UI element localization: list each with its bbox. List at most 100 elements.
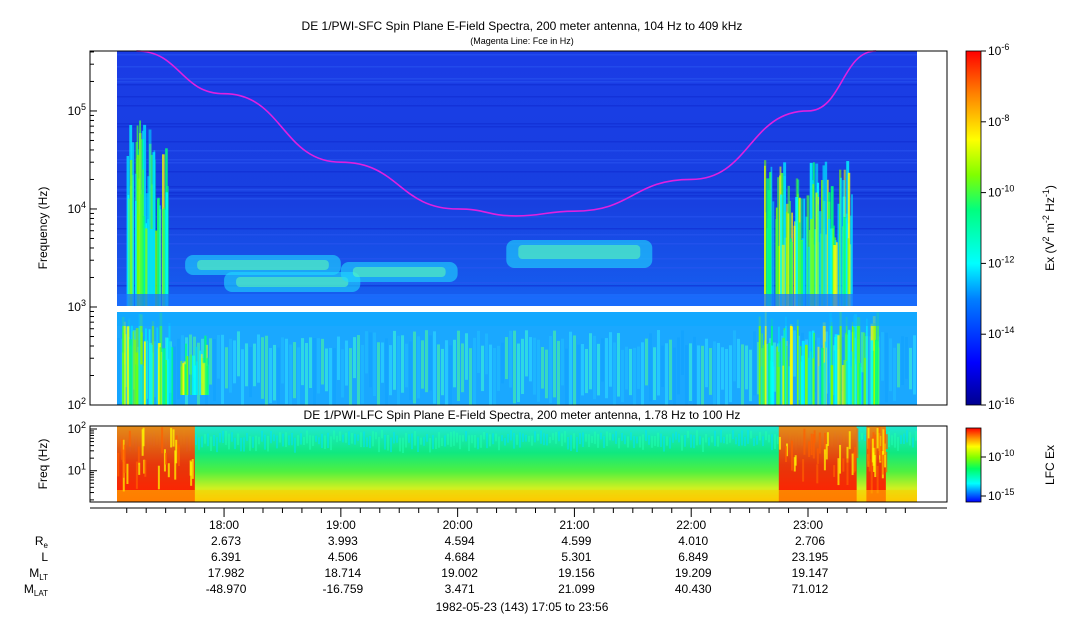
lfc-column [216, 437, 218, 453]
ephemeris-table: Re 2.673 3.993 4.594 4.599 4.010 2.706 L 6.391 4.… [24, 534, 829, 598]
sfc-y-tick-label: 104 [68, 200, 86, 216]
sfc-lower-column [913, 335, 916, 395]
lfc-colorbar-tick-label: 10-10 [988, 448, 1014, 464]
lfc-column [699, 436, 701, 445]
sfc-lower-burst-right [801, 340, 805, 405]
lfc-colorbar-scale [965, 427, 982, 503]
lfc-column [495, 433, 497, 442]
lfc-intense-streak [812, 434, 815, 459]
sfc-lower-column [317, 338, 320, 394]
lfc-intense-streak [137, 446, 140, 465]
ephemeris-value: -16.759 [322, 582, 363, 596]
sfc-lower-column [553, 330, 556, 398]
sfc-lower-column [505, 337, 508, 380]
sfc-upper-burst-right [787, 213, 790, 306]
lfc-column [456, 432, 458, 443]
lfc-column [543, 433, 545, 446]
ephemeris-value: -48.970 [206, 582, 247, 596]
sfc-lower-burst-right [779, 341, 782, 405]
lfc-column [777, 436, 779, 445]
lfc-column [327, 432, 329, 449]
sfc-colorbar-scale [965, 50, 982, 406]
ephemeris-value: 18.714 [324, 566, 361, 580]
sfc-lower-burst-right [818, 366, 821, 405]
lfc-column [774, 434, 776, 450]
lfc-column [441, 437, 443, 447]
sfc-lower-burst-right [830, 322, 833, 405]
lfc-column [426, 434, 428, 442]
lfc-y-axis: 102 101 [68, 420, 97, 501]
lfc-column [231, 432, 233, 442]
sfc-lower-column [429, 335, 432, 391]
lfc-column [762, 436, 764, 447]
sfc-lower-column [589, 333, 592, 390]
lfc-column [549, 436, 551, 444]
ephemeris-value: 4.594 [445, 534, 475, 548]
lfc-column [672, 433, 674, 443]
sfc-lower-column [285, 338, 288, 404]
sfc-lower-burst-left [162, 348, 166, 405]
lfc-column [678, 433, 680, 443]
sfc-lower-burst-right [843, 360, 846, 405]
sfc-lower-burst-mid [200, 354, 203, 395]
lfc-intense-streak [879, 446, 882, 462]
sfc-spectrogram-lower [117, 312, 917, 405]
sfc-lower-column [445, 340, 448, 405]
sfc-lower-burst-left [150, 344, 153, 405]
sfc-lower-burst-right [813, 332, 815, 405]
lfc-column [546, 434, 548, 446]
sfc-lower-column [545, 349, 548, 399]
sfc-lower-column [229, 338, 232, 393]
lfc-column [384, 434, 386, 450]
sfc-y-axis: 102 103 104 105 [68, 51, 97, 412]
sfc-lower-column [613, 342, 616, 405]
lfc-column [717, 436, 719, 447]
lfc-column [393, 432, 395, 444]
sfc-lower-burst-right [777, 366, 780, 405]
sfc-lower-column [361, 344, 364, 404]
lfc-column [303, 436, 305, 446]
sfc-upper-bottom-band [117, 294, 917, 306]
lfc-intense-streak [872, 432, 875, 445]
sfc-lower-column [321, 338, 324, 385]
sfc-lower-column [329, 347, 332, 405]
sfc-colorbar-tick-label: 10-10 [988, 184, 1014, 200]
sfc-upper-burst-right [801, 238, 805, 306]
lfc-column [267, 435, 269, 452]
lfc-column [690, 434, 692, 448]
lfc-intense-streak [818, 432, 821, 454]
sfc-lower-column [397, 335, 400, 405]
lfc-column [687, 430, 689, 438]
sfc-lower-column [693, 336, 696, 405]
lfc-column [711, 436, 713, 443]
lfc-column [537, 433, 539, 441]
ephemeris-value: 19.002 [441, 566, 478, 580]
lfc-intense-streak [175, 439, 178, 464]
lfc-column [465, 431, 467, 442]
lfc-column [240, 437, 242, 452]
sfc-lower-burst-right [804, 344, 808, 405]
sfc-upper-burst-right [793, 225, 796, 306]
lfc-column [276, 435, 278, 449]
sfc-lower-column [365, 331, 368, 374]
lfc-column [540, 430, 542, 444]
sfc-lower-column [605, 338, 608, 399]
sfc-lower-burst-right [854, 314, 858, 405]
lfc-y-tick-label: 102 [68, 420, 86, 436]
lfc-column [285, 432, 287, 448]
sfc-lower-burst-left [126, 326, 130, 405]
sfc-lower-column [293, 342, 296, 399]
sfc-upper-noise-stripe [117, 186, 917, 188]
lfc-column [282, 433, 284, 447]
sfc-lower-column [241, 349, 244, 405]
lfc-column [510, 430, 512, 441]
sfc-lower-burst-right [841, 365, 845, 405]
sfc-lower-column [729, 345, 732, 403]
sfc-upper-hiss-core [236, 277, 349, 287]
sfc-upper-noise-stripe [117, 159, 917, 161]
lfc-column [468, 435, 470, 452]
lfc-column [702, 437, 704, 453]
sfc-lower-column [381, 342, 384, 383]
sfc-upper-noise-stripe [117, 66, 917, 68]
lfc-column [633, 436, 635, 449]
